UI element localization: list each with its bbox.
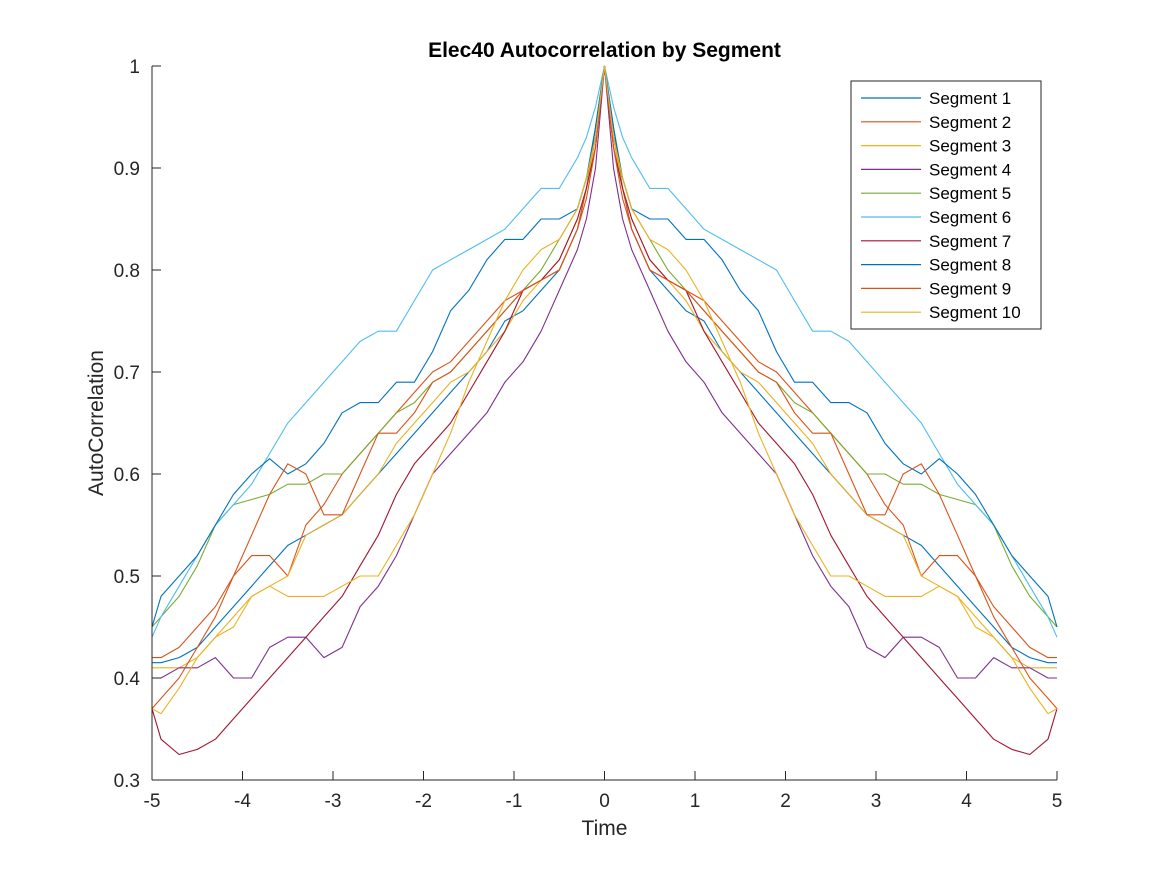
- legend-entry-label: Segment 9: [929, 279, 1011, 298]
- y-tick-label: 0.5: [114, 567, 140, 588]
- y-tick-label: 0.7: [114, 363, 140, 384]
- y-tick-label: 0.6: [114, 465, 140, 486]
- legend: Segment 1 Segment 2 Segment 3 Segment 4 Segm…: [850, 80, 1042, 330]
- legend-entry-label: Segment 8: [929, 256, 1011, 275]
- x-tick-label: 1: [690, 791, 701, 812]
- legend-entry-label: Segment 5: [929, 184, 1011, 203]
- x-tick-label: -1: [506, 791, 523, 812]
- legend-entry-label: Segment 7: [929, 232, 1011, 251]
- x-tick-label: 2: [780, 791, 791, 812]
- y-tick-label: 0.4: [114, 669, 141, 690]
- legend-entry-label: Segment 1: [929, 89, 1011, 108]
- x-tick-label: -4: [234, 791, 251, 812]
- series-line-10: [151, 65, 1058, 715]
- x-tick-label: -3: [325, 791, 342, 812]
- x-axis-label: Time: [582, 817, 628, 840]
- legend-entry-label: Segment 6: [929, 208, 1011, 227]
- chart-title: Elec40 Autocorrelation by Segment: [428, 39, 781, 62]
- series-lines: [151, 65, 1058, 756]
- x-tick-label: -2: [415, 791, 432, 812]
- tick-marks: -5 -4 -3 -2 -1 0 1 2 3 4 5 0.3 0.4 0.5 0.6 0.7 0.8 0.9 1: [114, 57, 1063, 812]
- y-tick-label: 0.8: [114, 261, 140, 282]
- y-tick-label: 0.3: [114, 771, 140, 792]
- x-tick-label: 3: [871, 791, 882, 812]
- y-axis-label: AutoCorrelation: [85, 350, 108, 496]
- y-tick-label: 1: [129, 57, 140, 78]
- x-tick-label: 4: [961, 791, 972, 812]
- legend-entry-label: Segment 2: [929, 113, 1011, 132]
- x-tick-label: 5: [1052, 791, 1063, 812]
- legend-entry-label: Segment 4: [929, 160, 1011, 179]
- y-tick-label: 0.9: [114, 159, 140, 180]
- x-tick-label: 0: [599, 791, 610, 812]
- legend-entry-label: Segment 10: [929, 303, 1021, 322]
- x-tick-label: -5: [144, 791, 161, 812]
- legend-entry-label: Segment 3: [929, 137, 1011, 156]
